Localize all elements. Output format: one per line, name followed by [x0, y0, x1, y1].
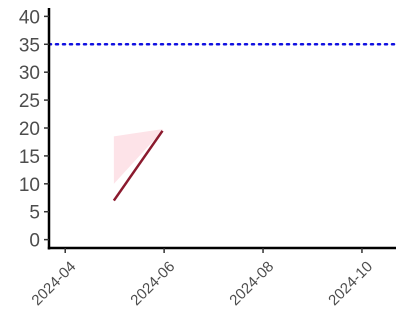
y-axis-ticks: 0 5 10 15 20 25 30 35 40	[19, 7, 49, 252]
confidence-band	[113, 129, 163, 184]
y-tick-label: 30	[19, 63, 40, 84]
x-tick-label: 2024-06	[127, 258, 178, 309]
y-tick-label: 15	[19, 147, 40, 168]
y-tick-label: 0	[29, 231, 40, 252]
y-tick-label: 40	[19, 7, 40, 28]
y-tick-label: 5	[29, 203, 40, 224]
series-line-1	[112, 130, 164, 202]
series-layer	[112, 130, 164, 202]
y-tick-label: 25	[19, 91, 40, 112]
x-tick-label: 2024-10	[325, 258, 376, 309]
y-tick-label: 10	[19, 175, 40, 196]
x-tick-label: 2024-04	[28, 258, 79, 309]
x-tick-label: 2024-08	[226, 258, 277, 309]
y-tick-label: 35	[19, 35, 40, 56]
confidence-band-layer	[113, 129, 163, 184]
y-tick-label: 20	[19, 119, 40, 140]
x-axis-ticks: 2024-04 2024-06 2024-08 2024-10	[28, 248, 376, 309]
